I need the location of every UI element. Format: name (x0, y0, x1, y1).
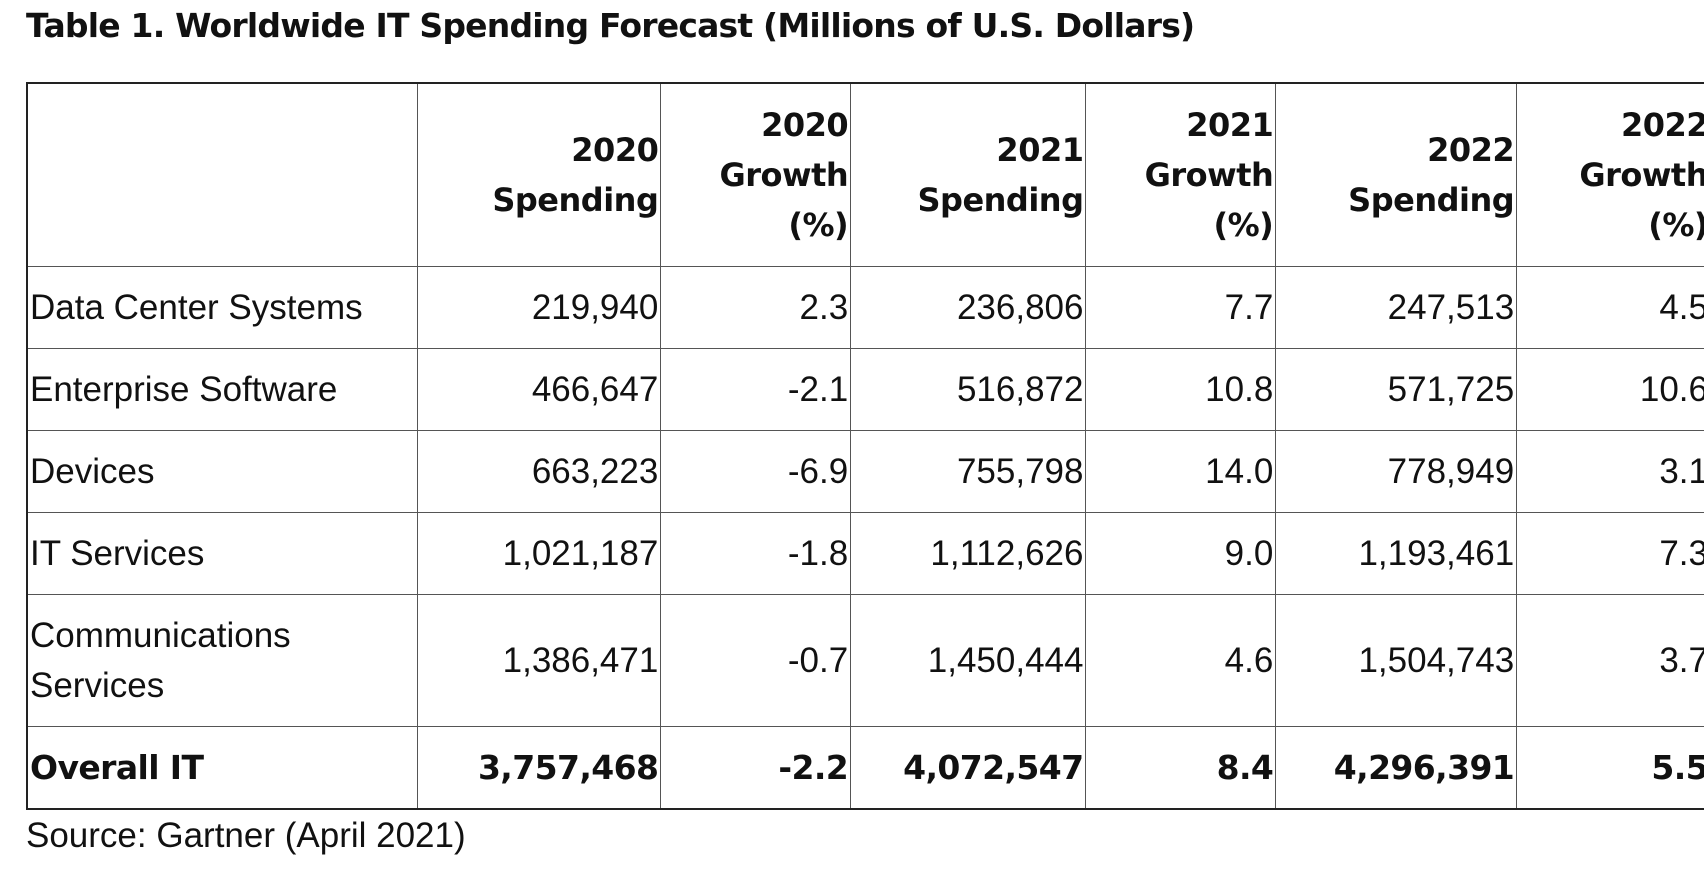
header-2021-growth: 2021 Growth (%) (1085, 82, 1277, 267)
row-label: Data Center Systems (26, 266, 419, 349)
total-2021-growth: 8.4 (1085, 726, 1277, 810)
header-line: (%) (1648, 206, 1704, 244)
total-2022-growth: 5.5 (1516, 726, 1704, 810)
cell-2021-growth: 10.8 (1085, 348, 1277, 431)
header-line: 2021 (1186, 106, 1274, 144)
table-row: Communications Services 1,386,471 -0.7 1… (26, 594, 1704, 727)
cell-2021-growth: 7.7 (1085, 266, 1277, 349)
cell-2022-growth: 10.6 (1516, 348, 1704, 431)
cell-2020-spending: 1,386,471 (417, 594, 662, 727)
header-line: Growth (1144, 156, 1274, 194)
header-line: Growth (719, 156, 849, 194)
header-category (26, 82, 419, 267)
header-line: Spending (917, 181, 1084, 219)
header-line: 2022 (1427, 131, 1515, 169)
table-row: Enterprise Software 466,647 -2.1 516,872… (26, 348, 1704, 431)
it-spending-table: 2020 Spending 2020 Growth (%) 2021 Spend… (26, 82, 1704, 810)
cell-2021-spending: 1,112,626 (850, 512, 1087, 595)
cell-2022-spending: 778,949 (1275, 430, 1518, 513)
table-row: Devices 663,223 -6.9 755,798 14.0 778,94… (26, 430, 1704, 513)
cell-2021-spending: 236,806 (850, 266, 1087, 349)
cell-2020-growth: -1.8 (660, 512, 852, 595)
cell-2021-growth: 14.0 (1085, 430, 1277, 513)
header-2021-spending: 2021 Spending (850, 82, 1087, 267)
row-label: IT Services (26, 512, 419, 595)
table-title: Table 1. Worldwide IT Spending Forecast … (26, 6, 1195, 45)
total-2020-spending: 3,757,468 (417, 726, 662, 810)
header-2020-growth: 2020 Growth (%) (660, 82, 852, 267)
header-line: Growth (1579, 156, 1704, 194)
cell-2020-growth: 2.3 (660, 266, 852, 349)
row-label: Enterprise Software (26, 348, 419, 431)
cell-2020-spending: 466,647 (417, 348, 662, 431)
cell-2020-spending: 219,940 (417, 266, 662, 349)
total-2020-growth: -2.2 (660, 726, 852, 810)
row-label: Communications Services (26, 594, 419, 727)
row-label-line: Communications (30, 615, 291, 655)
cell-2022-growth: 4.5 (1516, 266, 1704, 349)
cell-2020-growth: -2.1 (660, 348, 852, 431)
total-2021-spending: 4,072,547 (850, 726, 1087, 810)
cell-2020-spending: 663,223 (417, 430, 662, 513)
cell-2020-spending: 1,021,187 (417, 512, 662, 595)
cell-2022-spending: 571,725 (1275, 348, 1518, 431)
header-2020-spending: 2020 Spending (417, 82, 662, 267)
total-label: Overall IT (26, 726, 419, 810)
table-row: Data Center Systems 219,940 2.3 236,806 … (26, 266, 1704, 349)
cell-2022-growth: 7.3 (1516, 512, 1704, 595)
row-label: Devices (26, 430, 419, 513)
cell-2020-growth: -0.7 (660, 594, 852, 727)
cell-2022-spending: 247,513 (1275, 266, 1518, 349)
header-line: 2022 (1620, 106, 1704, 144)
header-line: (%) (1213, 206, 1274, 244)
header-2022-growth: 2022 Growth (%) (1516, 82, 1704, 267)
header-line: Spending (492, 181, 659, 219)
header-2022-spending: 2022 Spending (1275, 82, 1518, 267)
cell-2022-growth: 3.7 (1516, 594, 1704, 727)
header-line: 2020 (761, 106, 849, 144)
cell-2021-spending: 516,872 (850, 348, 1087, 431)
source-note: Source: Gartner (April 2021) (26, 816, 466, 855)
cell-2020-growth: -6.9 (660, 430, 852, 513)
cell-2021-growth: 4.6 (1085, 594, 1277, 727)
header-line: (%) (788, 206, 849, 244)
cell-2022-spending: 1,504,743 (1275, 594, 1518, 727)
cell-2021-spending: 1,450,444 (850, 594, 1087, 727)
cell-2022-growth: 3.1 (1516, 430, 1704, 513)
header-line: 2020 (571, 131, 659, 169)
header-line: Spending (1348, 181, 1515, 219)
cell-2022-spending: 1,193,461 (1275, 512, 1518, 595)
header-line: 2021 (996, 131, 1084, 169)
total-row: Overall IT 3,757,468 -2.2 4,072,547 8.4 … (26, 726, 1704, 810)
header-row: 2020 Spending 2020 Growth (%) 2021 Spend… (26, 82, 1704, 267)
row-label-line: Services (30, 665, 165, 705)
cell-2021-spending: 755,798 (850, 430, 1087, 513)
total-2022-spending: 4,296,391 (1275, 726, 1518, 810)
table-row: IT Services 1,021,187 -1.8 1,112,626 9.0… (26, 512, 1704, 595)
cell-2021-growth: 9.0 (1085, 512, 1277, 595)
